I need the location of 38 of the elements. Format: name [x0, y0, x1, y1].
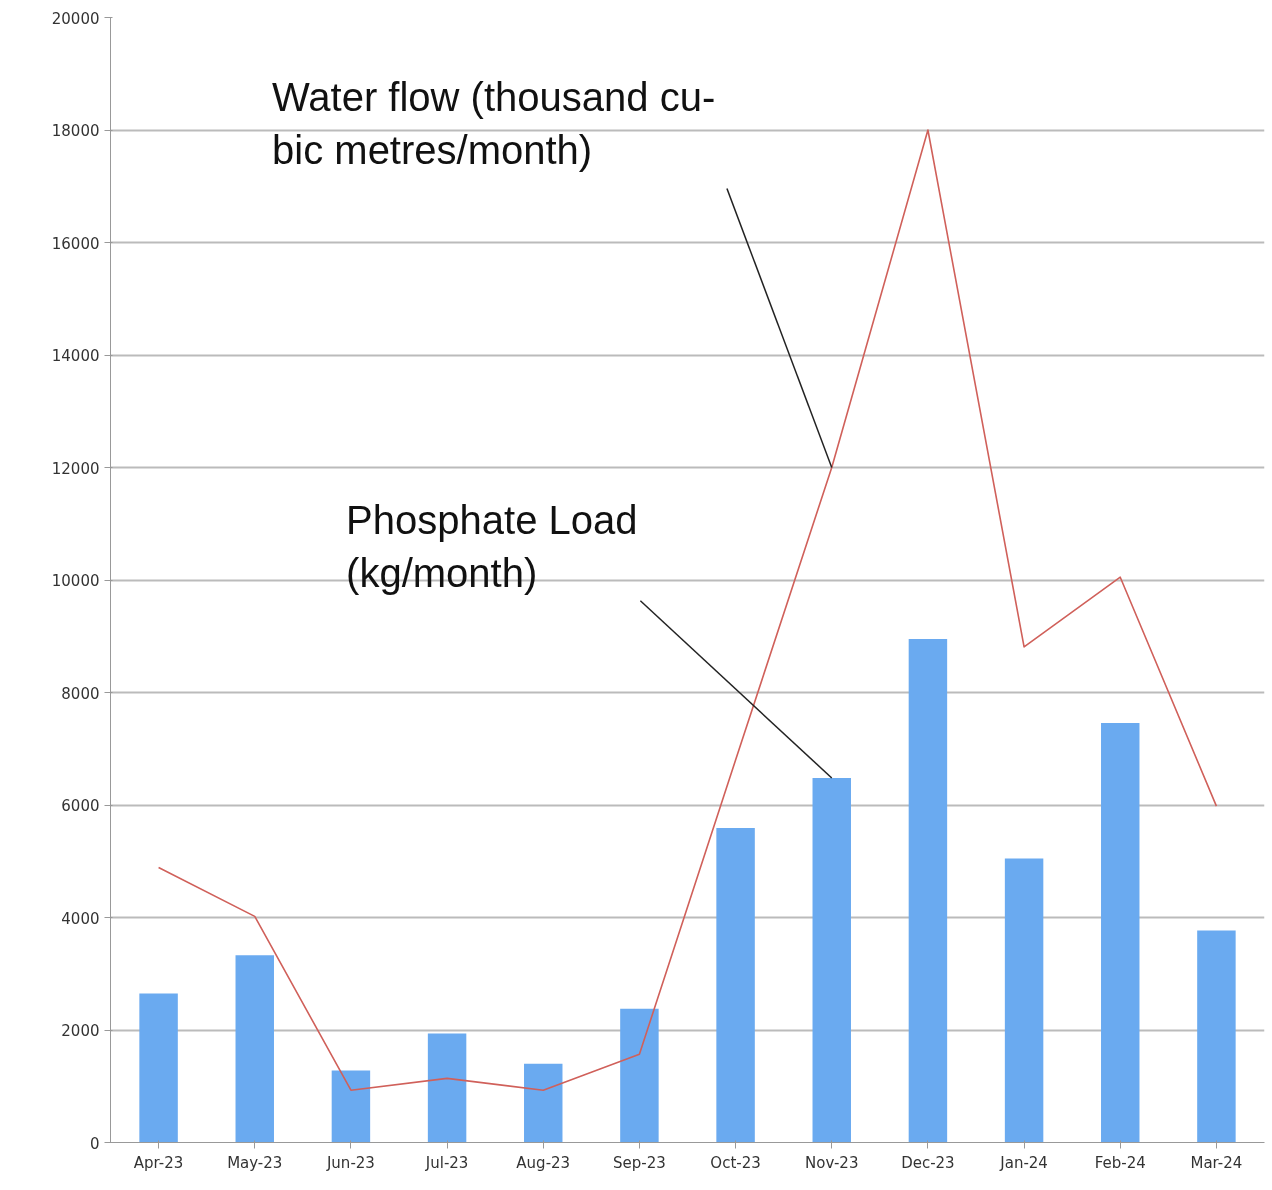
x-tick-label: Feb-24: [1094, 1153, 1146, 1172]
x-tick-label: Jan-24: [999, 1153, 1048, 1172]
x-tick-label: Aug-23: [516, 1153, 571, 1172]
y-tick-label: 2000: [61, 1022, 100, 1040]
x-tick-label: May-23: [227, 1153, 283, 1172]
annotation: Phosphate Load (kg/month): [346, 497, 638, 595]
x-tick-label: Mar-24: [1190, 1153, 1243, 1172]
bar: [427, 1033, 467, 1143]
x-tick-label: Jun-23: [325, 1153, 375, 1172]
bar: [812, 778, 851, 1143]
y-tick-label: 16000: [51, 234, 100, 253]
bar: [620, 1008, 659, 1143]
y-tick-label: 4000: [61, 909, 100, 928]
x-tick-label: Apr-23: [133, 1153, 184, 1172]
y-tick-label: 6000: [61, 797, 100, 815]
x-tick-label: Jul-23: [424, 1153, 469, 1172]
bar: [1101, 722, 1140, 1143]
y-tick-label: 18000: [51, 122, 100, 140]
bar: [524, 1063, 563, 1143]
y-tick-label: 8000: [61, 684, 100, 703]
bar: [1004, 858, 1044, 1143]
annotation: Water flow (thousand cu- bic metres/month): [272, 75, 716, 173]
x-tick-label: Dec-23: [901, 1153, 955, 1172]
bar: [139, 993, 178, 1143]
y-tick-label: 20000: [51, 9, 100, 28]
x-tick-label: Oct-23: [710, 1153, 761, 1172]
bar: [235, 955, 274, 1143]
y-tick-label: 12000: [51, 459, 100, 478]
bar: [716, 828, 755, 1143]
x-tick-label: Nov-23: [805, 1153, 859, 1172]
y-tick-label: 10000: [51, 572, 100, 590]
x-tick-label: Sep-23: [613, 1153, 666, 1172]
bar: [1197, 930, 1236, 1143]
y-tick-label: 14000: [51, 347, 100, 365]
bar: [908, 639, 948, 1143]
bar: [331, 1070, 371, 1143]
y-tick-label: 0: [89, 1134, 100, 1153]
line-series: [157, 129, 1218, 1091]
